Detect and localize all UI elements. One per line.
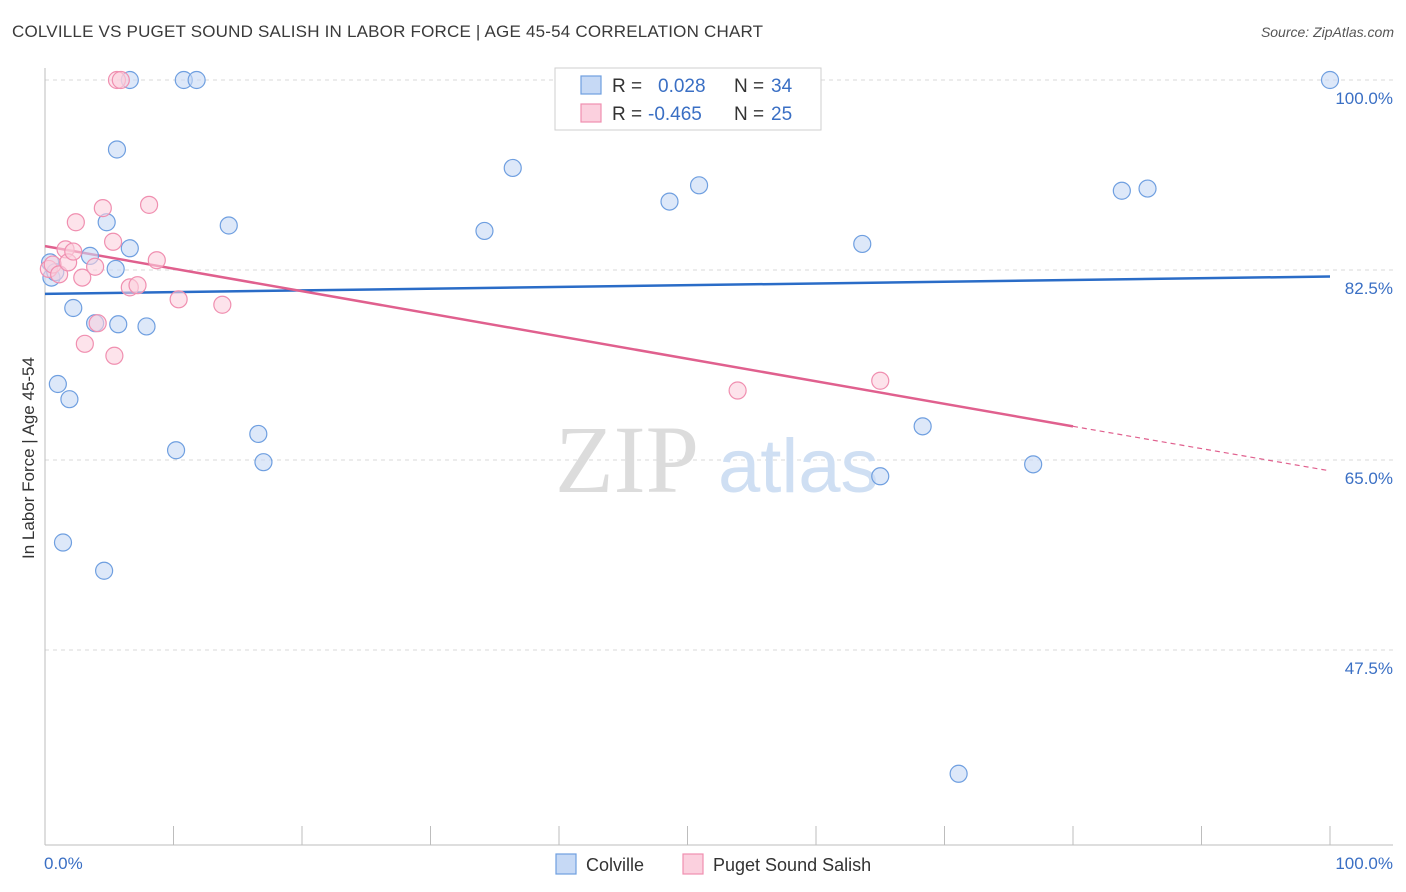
point-colville [249, 424, 268, 444]
legend-n-label-2: N = [734, 104, 764, 125]
legend-r-label-1: R = [612, 76, 642, 97]
point-colville [1024, 455, 1043, 474]
point-colville [1138, 179, 1157, 198]
point-colville [107, 140, 127, 159]
legend-n-value-puget: 25 [771, 104, 792, 125]
legend-n-value-colville: 34 [771, 76, 793, 97]
trend-line-puget [44, 244, 1074, 428]
point-colville [475, 221, 494, 241]
points-layer [39, 70, 1340, 783]
point-colville [64, 298, 83, 318]
point-colville [137, 317, 156, 336]
point-colville [689, 176, 709, 195]
point-puget [111, 70, 130, 90]
legend-r-value-puget: -0.465 [648, 104, 702, 125]
point-colville [254, 453, 273, 472]
point-colville [949, 764, 968, 783]
x-tick-label: 100.0% [1335, 854, 1393, 873]
zipatlas-watermark: ZIP atlas [555, 406, 879, 513]
point-puget [75, 334, 94, 353]
legend-swatch-puget [580, 103, 602, 123]
trend-line-colville [44, 275, 1331, 296]
point-colville [1320, 70, 1340, 90]
point-puget [93, 199, 112, 218]
point-puget [871, 371, 890, 390]
point-colville [187, 70, 206, 90]
correlation-legend: R = 0.028 N = 34 R = -0.465 N = 25 [554, 67, 822, 131]
source-credit: Source: ZipAtlas.com [1260, 24, 1394, 40]
watermark-atlas: atlas [718, 424, 879, 509]
point-colville [503, 158, 522, 178]
point-puget [66, 213, 85, 232]
point-colville [109, 315, 128, 334]
point-puget [139, 195, 159, 214]
point-colville [48, 374, 67, 394]
point-puget [88, 314, 107, 333]
point-puget [728, 381, 747, 400]
y-tick-label: 100.0% [1335, 89, 1393, 108]
point-puget [104, 232, 123, 251]
y-tick-label: 47.5% [1345, 659, 1393, 678]
point-puget [86, 257, 105, 276]
y-tick-label: 65.0% [1345, 469, 1393, 488]
point-puget [147, 251, 166, 270]
chart-title: COLVILLE VS PUGET SOUND SALISH IN LABOR … [12, 22, 764, 41]
point-puget [213, 295, 232, 314]
series-legend-colville: Colville [586, 855, 644, 875]
point-colville [120, 239, 139, 258]
trend-line-puget-extension [1072, 425, 1331, 472]
series-legend: Colville Puget Sound Salish [555, 853, 871, 875]
axes-layer: 100.0% 82.5% 65.0% 47.5% 0.0% 100.0% In Labor … [19, 68, 1393, 873]
point-colville [60, 390, 79, 409]
series-legend-swatch-colville [555, 853, 577, 875]
point-colville [913, 417, 932, 436]
series-legend-swatch-puget [682, 853, 704, 875]
point-colville [53, 533, 73, 552]
point-puget [105, 346, 124, 365]
legend-r-label-2: R = [612, 104, 642, 125]
legend-r-value-colville: 0.028 [658, 76, 706, 97]
series-legend-puget: Puget Sound Salish [713, 855, 871, 875]
point-colville [660, 192, 679, 211]
point-colville [95, 561, 114, 580]
point-colville [106, 259, 125, 279]
trend-layer [44, 244, 1331, 472]
legend-n-label-1: N = [734, 76, 764, 97]
point-puget [73, 268, 92, 287]
point-puget [128, 276, 147, 295]
point-colville [166, 441, 186, 460]
point-colville [1112, 181, 1131, 200]
x-tick-label: 0.0% [44, 854, 83, 873]
point-colville [219, 216, 238, 235]
y-tick-label: 82.5% [1345, 279, 1393, 298]
point-puget [169, 290, 188, 309]
point-colville [853, 234, 872, 254]
y-axis-title: In Labor Force | Age 45-54 [19, 357, 38, 559]
legend-swatch-colville [580, 75, 602, 95]
point-colville [871, 467, 890, 486]
point-puget [64, 242, 83, 261]
watermark-zip: ZIP [555, 406, 699, 513]
